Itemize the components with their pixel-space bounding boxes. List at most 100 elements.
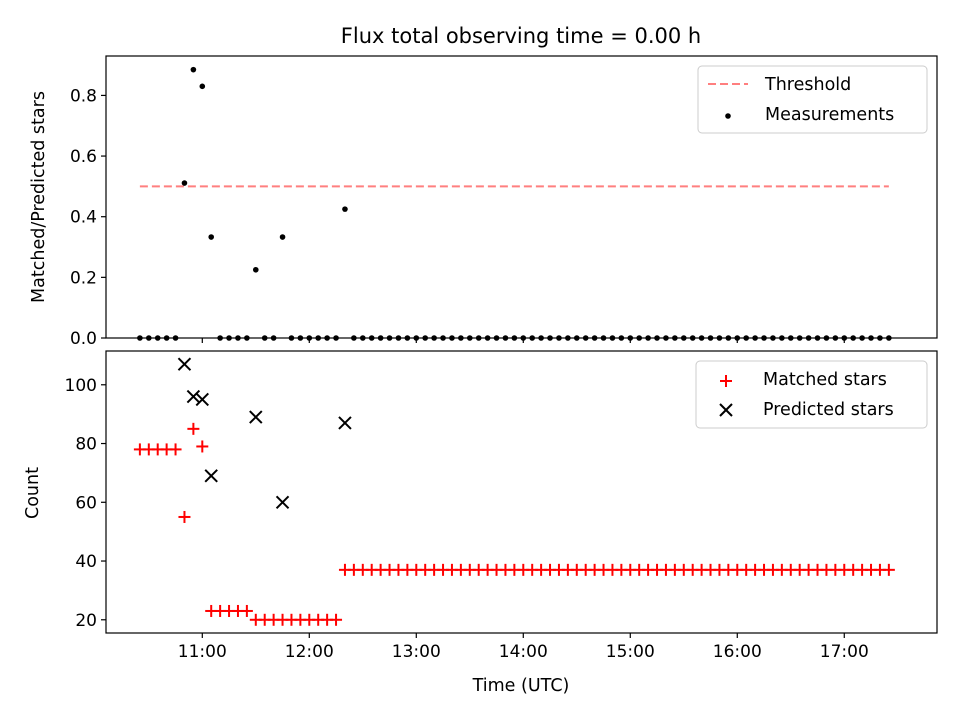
bottom-axes: 20 40 60 80 100 11:00 12:00 13:00 14:00 15:00 16:0… bbox=[65, 350, 938, 662]
measurement-point bbox=[805, 335, 812, 341]
bottom-frame bbox=[105, 350, 938, 634]
measurement-point bbox=[591, 335, 598, 341]
measurement-point bbox=[208, 234, 215, 240]
measurement-point bbox=[217, 335, 223, 341]
measurement-point bbox=[573, 335, 580, 341]
measurement-point bbox=[493, 335, 500, 341]
measurement-point bbox=[440, 335, 446, 341]
measurement-point bbox=[279, 234, 286, 240]
top-legend-box bbox=[697, 65, 928, 134]
measurement-point bbox=[618, 335, 625, 341]
measurement-point bbox=[172, 335, 179, 341]
bottom-x-tick-label: 11:00 bbox=[178, 642, 227, 662]
measurement-point bbox=[333, 335, 339, 341]
measurement-point bbox=[877, 335, 883, 341]
bottom-x-tick-label: 15:00 bbox=[606, 642, 655, 662]
legend-measurements-swatch bbox=[725, 113, 731, 119]
top-y-tick-label: 0.6 bbox=[70, 147, 97, 167]
legend-matched-label: Matched stars bbox=[763, 370, 887, 390]
measurement-point bbox=[752, 335, 758, 341]
legend-matched-swatch bbox=[720, 375, 732, 387]
measurement-point bbox=[823, 335, 830, 341]
matched-star-point bbox=[187, 422, 200, 435]
legend-predicted-swatch bbox=[719, 403, 733, 417]
measurement-point bbox=[297, 335, 304, 341]
measurement-point bbox=[502, 335, 509, 341]
measurement-point bbox=[529, 335, 535, 341]
legend-measurements-label: Measurements bbox=[765, 105, 894, 125]
measurement-point bbox=[886, 335, 892, 341]
matched-star-point bbox=[169, 443, 182, 456]
predicted-star-point bbox=[249, 410, 263, 424]
measurement-point bbox=[556, 335, 562, 341]
measurement-point bbox=[725, 335, 732, 341]
bottom-legend-box bbox=[695, 360, 928, 429]
measurement-point bbox=[609, 335, 616, 341]
measurement-point bbox=[698, 335, 705, 341]
predicted-star-point bbox=[177, 357, 192, 371]
matched-star-point bbox=[196, 440, 209, 453]
bottom-legend: Matched stars Predicted stars bbox=[695, 360, 928, 429]
top-chart-title: Flux total observing time = 0.00 h bbox=[341, 24, 701, 48]
measurement-point bbox=[680, 335, 687, 341]
matched-star-point bbox=[240, 604, 253, 617]
predicted-star-point bbox=[195, 392, 210, 407]
measurement-point bbox=[868, 335, 874, 341]
measurement-point bbox=[351, 335, 357, 341]
measurement-point bbox=[600, 335, 607, 341]
measurement-point bbox=[163, 335, 170, 341]
measurement-point bbox=[422, 335, 429, 341]
measurement-point bbox=[582, 335, 589, 341]
matched-star-point bbox=[178, 510, 191, 523]
measurement-point bbox=[850, 335, 856, 341]
matched-star-point bbox=[882, 563, 895, 576]
measurement-point bbox=[511, 335, 518, 341]
bottom-y-tick-label: 80 bbox=[75, 435, 97, 455]
measurement-point bbox=[466, 335, 473, 341]
measurement-point bbox=[538, 335, 544, 341]
measurement-point bbox=[270, 335, 277, 341]
top-legend: Threshold Measurements bbox=[697, 65, 928, 134]
measurement-point bbox=[377, 335, 384, 341]
top-y-tick-label: 0.0 bbox=[70, 329, 97, 349]
measurement-point bbox=[707, 335, 714, 341]
measurement-point bbox=[145, 335, 152, 341]
measurement-point bbox=[288, 335, 295, 341]
measurement-point bbox=[190, 66, 197, 73]
legend-threshold-label: Threshold bbox=[764, 75, 851, 95]
measurement-point bbox=[199, 83, 206, 90]
measurement-point bbox=[342, 206, 348, 212]
bottom-y-tick-label: 60 bbox=[75, 493, 97, 513]
measurement-point bbox=[654, 335, 660, 341]
measurement-point bbox=[565, 335, 571, 341]
bottom-x-tick-label: 17:00 bbox=[820, 642, 869, 662]
top-y-axis-label: Matched/Predicted stars bbox=[29, 91, 49, 303]
bottom-y-axis-label: Count bbox=[23, 467, 43, 519]
measurement-point bbox=[244, 335, 250, 341]
measurement-point bbox=[689, 335, 696, 341]
measurement-point bbox=[645, 335, 651, 341]
measurement-point bbox=[137, 335, 143, 341]
measurement-point bbox=[315, 335, 322, 341]
measurement-point bbox=[832, 335, 839, 341]
bottom-x-tick-label: 16:00 bbox=[713, 642, 762, 662]
measurement-point bbox=[761, 335, 767, 341]
measurement-point bbox=[779, 335, 785, 341]
x-axis-label: Time (UTC) bbox=[472, 676, 570, 696]
measurement-point bbox=[449, 335, 455, 341]
top-axes: 0.0 0.2 0.4 0.6 0.8 Threshold Measurements bbox=[70, 55, 938, 349]
measurement-point bbox=[395, 335, 402, 341]
bottom-y-tick-label: 100 bbox=[65, 376, 97, 396]
measurement-point bbox=[404, 335, 411, 341]
measurement-point bbox=[859, 335, 865, 341]
predicted-star-point bbox=[338, 416, 352, 430]
measurement-point bbox=[359, 335, 366, 341]
measurement-point bbox=[368, 335, 375, 341]
measurement-point bbox=[672, 335, 678, 341]
bottom-y-tick-label: 20 bbox=[75, 611, 97, 631]
predicted-star-point bbox=[186, 389, 201, 404]
matched-star-point bbox=[330, 613, 343, 626]
measurement-point bbox=[154, 335, 161, 341]
measurement-point bbox=[484, 335, 491, 341]
measurement-point bbox=[787, 335, 794, 341]
